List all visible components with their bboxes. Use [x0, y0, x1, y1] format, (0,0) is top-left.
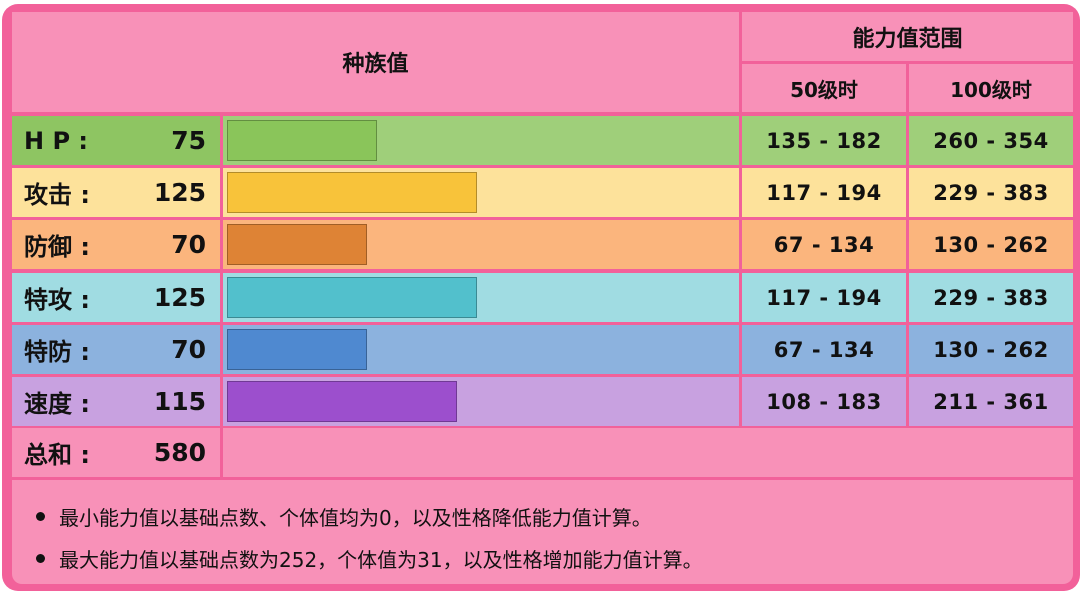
stat-label-cell: 特防 : 70: [12, 325, 220, 374]
notes-panel: 最小能力值以基础点数、个体值均为0，以及性格降低能力值计算。 最大能力值以基础点…: [12, 480, 1073, 584]
level50-range: 117 - 194: [766, 285, 882, 310]
stat-range-title: 能力值范围: [852, 26, 963, 52]
total-label: 总和 :: [24, 441, 90, 469]
stat-bar: [227, 381, 457, 422]
stat-label-cell: H P : 75: [12, 116, 220, 165]
stat-bar-cell: [223, 273, 739, 322]
stat-label: 特攻 :: [24, 286, 90, 314]
total-label-cell: 总和 : 580: [12, 428, 220, 477]
note-min-text: 最小能力值以基础点数、个体值均为0，以及性格降低能力值计算。: [59, 506, 652, 530]
stat-bar: [227, 120, 377, 161]
stat-label-cell: 攻击 : 125: [12, 168, 220, 217]
stat-label-cell: 特攻 : 125: [12, 273, 220, 322]
level100-range-cell: 130 - 262: [909, 325, 1073, 374]
stat-bar: [227, 277, 477, 318]
level50-range: 67 - 134: [773, 232, 875, 257]
stat-bar-cell: [223, 325, 739, 374]
level100-range: 260 - 354: [933, 128, 1049, 153]
note-max-text: 最大能力值以基础点数为252，个体值为31，以及性格增加能力值计算。: [59, 548, 703, 572]
level100-range: 229 - 383: [933, 180, 1049, 205]
level50-range-cell: 67 - 134: [742, 325, 906, 374]
note-min: 最小能力值以基础点数、个体值均为0，以及性格降低能力值计算。: [36, 502, 652, 531]
stat-label: 速度 :: [24, 390, 90, 418]
level50-range-cell: 117 - 194: [742, 273, 906, 322]
stat-label: 特防 :: [24, 338, 90, 366]
level50-range: 108 - 183: [766, 389, 882, 414]
stat-bar-cell: [223, 377, 739, 426]
stat-label: 防御 :: [24, 233, 90, 261]
level100-range-cell: 260 - 354: [909, 116, 1073, 165]
level50-range: 67 - 134: [773, 337, 875, 362]
level100-range: 211 - 361: [933, 389, 1049, 414]
level50-range-cell: 67 - 134: [742, 220, 906, 269]
level100-range-cell: 229 - 383: [909, 273, 1073, 322]
stat-value: 125: [153, 283, 206, 312]
stat-bar: [227, 172, 477, 213]
level100-range: 130 - 262: [933, 337, 1049, 362]
level50-range: 117 - 194: [766, 180, 882, 205]
level100-header: 100级时: [909, 64, 1073, 112]
stat-value: 115: [153, 387, 206, 416]
level100-range-cell: 229 - 383: [909, 168, 1073, 217]
total-value: 580: [153, 438, 206, 467]
stat-value: 75: [171, 126, 206, 155]
level50-range: 135 - 182: [766, 128, 882, 153]
level100-range-cell: 130 - 262: [909, 220, 1073, 269]
stat-label-cell: 防御 : 70: [12, 220, 220, 269]
bullet-icon: [36, 554, 45, 563]
stat-label-cell: 速度 : 115: [12, 377, 220, 426]
level50-range-cell: 117 - 194: [742, 168, 906, 217]
stat-bar-cell: [223, 116, 739, 165]
stat-bar: [227, 224, 367, 265]
base-stats-title: 种族值: [342, 52, 409, 77]
stat-value: 70: [171, 230, 206, 259]
stat-label: 攻击 :: [24, 181, 90, 209]
level100-range-cell: 211 - 361: [909, 377, 1073, 426]
stat-bar-cell: [223, 168, 739, 217]
stat-value: 70: [171, 335, 206, 364]
level50-range-cell: 108 - 183: [742, 377, 906, 426]
stat-range-header: 能力值范围: [742, 12, 1073, 61]
stat-label: H P :: [24, 126, 88, 155]
bullet-icon: [36, 512, 45, 521]
level50-label: 50级时: [790, 77, 858, 102]
stat-value: 125: [153, 178, 206, 207]
note-max: 最大能力值以基础点数为252，个体值为31，以及性格增加能力值计算。: [36, 544, 703, 573]
level100-range: 229 - 383: [933, 285, 1049, 310]
stat-bar-cell: [223, 220, 739, 269]
level100-label: 100级时: [950, 77, 1032, 102]
total-empty-cell: [223, 428, 1073, 477]
base-stats-header: 种族值: [12, 12, 739, 112]
level100-range: 130 - 262: [933, 232, 1049, 257]
level50-header: 50级时: [742, 64, 906, 112]
level50-range-cell: 135 - 182: [742, 116, 906, 165]
stat-bar: [227, 329, 367, 370]
